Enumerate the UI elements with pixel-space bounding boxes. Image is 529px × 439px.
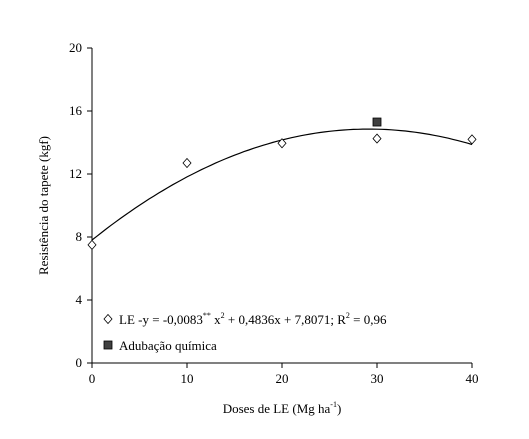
legend-marker bbox=[103, 340, 113, 350]
equation-part: ** bbox=[203, 311, 211, 320]
legend-label: LE - bbox=[119, 312, 142, 327]
x-label-sup: -1 bbox=[330, 400, 337, 409]
data-point bbox=[372, 133, 382, 144]
equation-part: 2 bbox=[221, 311, 225, 320]
equation-part: 0,4836 bbox=[239, 312, 275, 327]
equation-part: x bbox=[211, 312, 221, 327]
legend-entry: LE -y = -0,0083** x2 + 0,4836x + 7,8071;… bbox=[119, 311, 387, 327]
y-tick-label: 16 bbox=[69, 103, 83, 118]
x-tick-label: 30 bbox=[371, 371, 384, 386]
x-tick-label: 20 bbox=[276, 371, 289, 386]
equation-part: ; R bbox=[330, 312, 346, 327]
y-tick-label: 8 bbox=[76, 229, 83, 244]
legend-marker bbox=[103, 313, 113, 325]
equation-part: 2 bbox=[346, 311, 350, 320]
x-tick-label: 10 bbox=[181, 371, 194, 386]
legend-entry: Adubação química bbox=[119, 338, 217, 353]
data-point bbox=[182, 157, 192, 169]
equation-part: x + bbox=[274, 312, 294, 327]
legend-label: Adubação química bbox=[119, 338, 217, 353]
data-point bbox=[277, 138, 287, 149]
x-label-end: ) bbox=[337, 401, 341, 416]
equation-part: + bbox=[225, 312, 239, 327]
y-tick-label: 0 bbox=[76, 355, 83, 370]
data-point bbox=[467, 134, 477, 145]
y-tick-label: 12 bbox=[69, 166, 82, 181]
equation-part: 0,96 bbox=[364, 312, 387, 327]
x-label-text: Doses de LE (Mg ha bbox=[223, 401, 331, 416]
y-axis-label: Resistência do tapete (kgf) bbox=[36, 136, 51, 275]
y-tick-label: 4 bbox=[76, 292, 83, 307]
x-axis-label: Doses de LE (Mg ha-1) bbox=[223, 400, 342, 416]
data-point bbox=[87, 239, 97, 250]
equation-part: = bbox=[350, 312, 364, 327]
x-tick-label: 0 bbox=[89, 371, 96, 386]
y-tick-label: 20 bbox=[69, 40, 82, 55]
equation-part: 7,8071 bbox=[295, 312, 331, 327]
equation-part: -0,0083 bbox=[163, 312, 203, 327]
x-tick-label: 40 bbox=[466, 371, 479, 386]
data-point bbox=[372, 117, 382, 127]
equation-part: y = bbox=[142, 312, 162, 327]
